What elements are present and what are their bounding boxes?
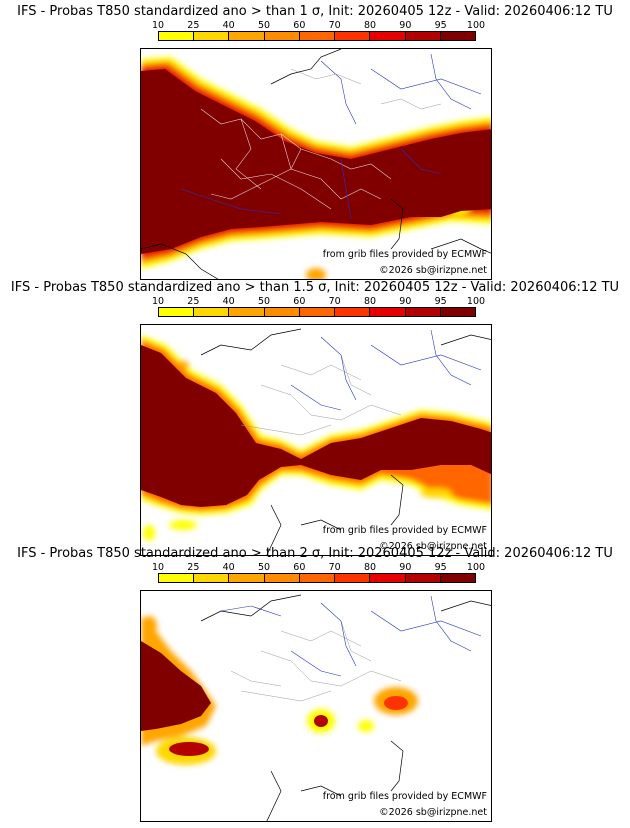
colorbar-tick-label: 50	[257, 296, 271, 307]
colorbar-segment	[264, 308, 300, 316]
colorbar-segment	[335, 574, 371, 582]
colorbar-tick-label: 90	[399, 296, 412, 307]
colorbar-segment	[440, 308, 475, 316]
colorbar-segment	[194, 32, 230, 40]
colorbar-segment	[194, 308, 230, 316]
colorbar-segment	[229, 308, 265, 316]
probability-map-1-5-sigma: from grib files provided by ECMWF ©2026 …	[140, 324, 492, 556]
colorbar-segment	[405, 308, 441, 316]
colorbar-tick-label: 40	[222, 562, 235, 573]
panel-title: IFS - Probas T850 standardized ano > tha…	[10, 280, 620, 295]
colorbar-segment	[405, 32, 441, 40]
colorbar-tick-label: 25	[187, 296, 200, 307]
map-canvas	[141, 594, 491, 821]
colorbar-tick-label: 10	[151, 20, 165, 31]
colorbar-tick-label: 50	[257, 562, 271, 573]
colorbar-tick-label: 80	[363, 296, 377, 307]
colorbar-tick-label: 80	[363, 562, 377, 573]
colorbar-tick-label: 90	[399, 562, 412, 573]
map-canvas	[141, 328, 491, 555]
colorbar-segment	[229, 32, 265, 40]
colorbar-segment	[335, 308, 371, 316]
source-credit: from grib files provided by ECMWF	[322, 525, 487, 536]
colorbar-tick-label: 100	[466, 296, 486, 307]
probability-map-2-sigma: from grib files provided by ECMWF ©2026 …	[140, 590, 492, 822]
copyright-credit: ©2026 sb@irizpne.net	[379, 807, 487, 818]
source-credit: from grib files provided by ECMWF	[322, 791, 487, 802]
colorbar-segment	[229, 574, 265, 582]
colorbar-tick-label: 25	[187, 562, 200, 573]
panel-1: IFS - Probas T850 standardized ano > tha…	[0, 4, 630, 280]
colorbar	[158, 31, 476, 41]
colorbar-tick-label: 60	[293, 296, 306, 307]
colorbar-segment	[264, 574, 300, 582]
colorbar-tick-label: 95	[434, 20, 447, 31]
source-credit: from grib files provided by ECMWF	[322, 249, 487, 260]
colorbar-tick-label: 90	[399, 20, 412, 31]
colorbar-ticks: 10 25 40 50 60 70 80 90 95 100	[152, 562, 485, 574]
colorbar-segment	[299, 574, 336, 582]
panel-3: IFS - Probas T850 standardized ano > tha…	[0, 546, 630, 822]
colorbar-segment	[159, 574, 195, 582]
colorbar-segment	[159, 308, 195, 316]
colorbar-tick-label: 95	[434, 296, 447, 307]
colorbar-segment	[370, 308, 406, 316]
colorbar-tick-label: 25	[187, 20, 200, 31]
colorbar-segment	[299, 308, 336, 316]
panel-title: IFS - Probas T850 standardized ano > tha…	[17, 4, 613, 19]
colorbar-segment	[440, 574, 475, 582]
colorbar-tick-label: 70	[328, 296, 341, 307]
colorbar-tick-label: 95	[434, 562, 447, 573]
colorbar-tick-label: 10	[151, 296, 165, 307]
colorbar-tick-label: 70	[328, 20, 341, 31]
colorbar-tick-label: 60	[293, 562, 306, 573]
colorbar-tick-label: 70	[328, 562, 341, 573]
colorbar-tick-label: 80	[363, 20, 377, 31]
colorbar-segment	[159, 32, 195, 40]
colorbar	[158, 307, 476, 317]
colorbar-segment	[335, 32, 371, 40]
panel-2: IFS - Probas T850 standardized ano > tha…	[0, 280, 630, 556]
copyright-credit: ©2026 sb@irizpne.net	[379, 265, 487, 276]
colorbar	[158, 573, 476, 583]
colorbar-segment	[194, 574, 230, 582]
colorbar-segment	[264, 32, 300, 40]
colorbar-tick-label: 40	[222, 20, 235, 31]
panel-title: IFS - Probas T850 standardized ano > tha…	[17, 546, 613, 561]
probability-map-1-sigma: from grib files provided by ECMWF ©2026 …	[140, 48, 492, 280]
colorbar-tick-label: 10	[151, 562, 165, 573]
copyright-credit: ©2026 sb@irizpne.net	[379, 541, 487, 552]
colorbar-tick-label: 100	[466, 562, 486, 573]
map-canvas	[141, 49, 491, 279]
colorbar-tick-label: 100	[466, 20, 486, 31]
colorbar-segment	[405, 574, 441, 582]
colorbar-tick-label: 60	[293, 20, 306, 31]
colorbar-ticks: 10 25 40 50 60 70 80 90 95 100	[152, 296, 485, 308]
colorbar-tick-label: 50	[257, 20, 271, 31]
colorbar-segment	[440, 32, 475, 40]
colorbar-segment	[299, 32, 336, 40]
colorbar-segment	[370, 32, 406, 40]
colorbar-ticks: 10 25 40 50 60 70 80 90 95 100	[152, 20, 485, 32]
colorbar-segment	[370, 574, 406, 582]
colorbar-tick-label: 40	[222, 296, 235, 307]
